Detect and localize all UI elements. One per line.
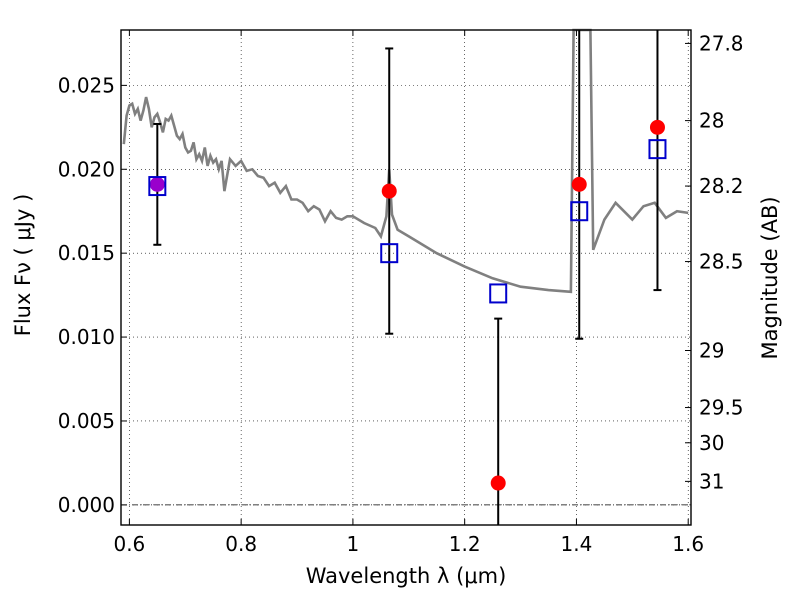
y2-axis-label: Magnitude (AB)	[758, 196, 782, 359]
model-band-square	[648, 139, 667, 160]
y-axis-label: Flux Fν ( μJy )	[11, 194, 35, 337]
errorbars	[153, 30, 662, 525]
x-tick-labels: 0.6 0.8 1 1.2 1.4 1.6	[113, 532, 704, 556]
y-tick-label: 0.025	[58, 73, 115, 97]
x-tick-label: 1	[347, 532, 360, 556]
ticks	[121, 30, 691, 525]
y2-tick-labels: 27.8 28 28.2 28.5 29 29.5 30 31	[699, 31, 744, 493]
y-tick-label: 0.005	[58, 409, 115, 433]
grid	[121, 30, 691, 525]
y-tick-label: 0.015	[58, 241, 115, 265]
y2-tick-label: 29	[699, 338, 724, 362]
y-tick-label: 0.000	[58, 493, 115, 517]
observed-point	[490, 475, 506, 491]
y-tick-label: 0.010	[58, 325, 115, 349]
y2-tick-label: 31	[699, 469, 724, 493]
model-spectrum-line	[122, 28, 689, 294]
observed-point	[571, 176, 587, 192]
y2-tick-label: 29.5	[699, 396, 744, 420]
y2-tick-label: 27.8	[699, 31, 744, 55]
model-band-square	[380, 243, 399, 264]
y2-tick-label: 28.2	[699, 174, 744, 198]
y-tick-label: 0.020	[58, 157, 115, 181]
observed-point	[649, 119, 665, 135]
observed-point	[381, 183, 397, 199]
x-tick-label: 1.4	[561, 532, 593, 556]
model-band-square	[148, 176, 167, 197]
y2-tick-label: 30	[699, 431, 724, 455]
x-axis-label: Wavelength λ (μm)	[306, 564, 507, 588]
observed-point	[149, 176, 165, 192]
model-band-squares	[148, 139, 667, 304]
plot-frame	[120, 29, 692, 526]
y2-tick-label: 28	[699, 109, 724, 133]
x-tick-label: 0.6	[113, 532, 145, 556]
y2-tick-label: 28.5	[699, 250, 744, 274]
y-tick-labels: 0.000 0.005 0.010 0.015 0.020 0.025	[58, 73, 115, 516]
model-band-square	[489, 283, 508, 304]
x-tick-label: 0.8	[225, 532, 257, 556]
x-tick-label: 1.6	[672, 532, 704, 556]
observed-points	[149, 119, 665, 491]
model-band-square	[570, 201, 589, 222]
x-tick-label: 1.2	[449, 532, 481, 556]
